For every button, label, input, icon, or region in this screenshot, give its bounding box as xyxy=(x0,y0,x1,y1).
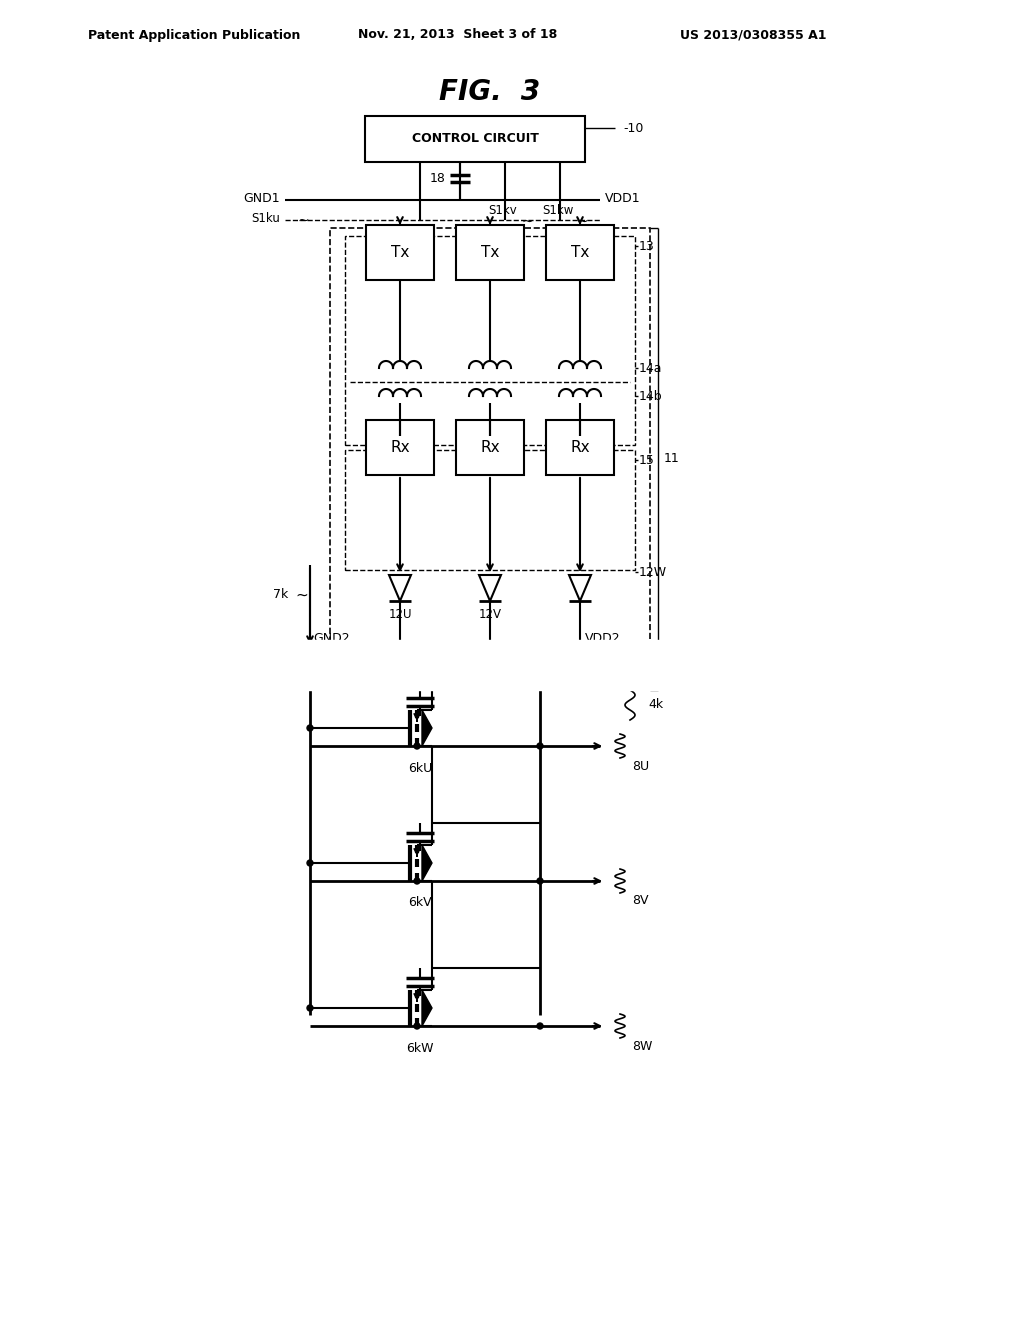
Text: 18: 18 xyxy=(430,172,446,185)
Text: ~: ~ xyxy=(577,215,588,228)
Text: 13: 13 xyxy=(639,239,654,252)
Bar xyxy=(345,236,635,445)
Text: S1kw: S1kw xyxy=(543,203,573,216)
Text: ~: ~ xyxy=(297,214,309,228)
Bar xyxy=(345,450,635,570)
Text: 12W: 12W xyxy=(639,565,667,578)
Text: 12U: 12U xyxy=(388,609,412,622)
Text: Tx: Tx xyxy=(570,246,589,260)
Text: 8V: 8V xyxy=(632,895,648,908)
Text: 19: 19 xyxy=(464,656,480,669)
Text: 14b: 14b xyxy=(639,389,663,403)
Text: Nov. 21, 2013  Sheet 3 of 18: Nov. 21, 2013 Sheet 3 of 18 xyxy=(358,29,557,41)
Text: Tx: Tx xyxy=(481,246,499,260)
Text: 6kU: 6kU xyxy=(408,762,432,775)
Text: Rx: Rx xyxy=(570,440,590,455)
Circle shape xyxy=(414,1023,420,1030)
Text: S1kv: S1kv xyxy=(488,203,517,216)
Text: Tx: Tx xyxy=(391,246,410,260)
Bar xyxy=(366,224,434,280)
Bar xyxy=(456,224,524,280)
Circle shape xyxy=(414,743,420,748)
Text: 8U: 8U xyxy=(632,759,649,772)
Text: ~: ~ xyxy=(521,215,532,228)
Text: 7k: 7k xyxy=(272,589,288,602)
Text: Rx: Rx xyxy=(480,440,500,455)
Text: 6kW: 6kW xyxy=(407,1041,434,1055)
Polygon shape xyxy=(422,990,432,1026)
Text: ~: ~ xyxy=(296,587,308,602)
Text: 19: 19 xyxy=(464,655,480,668)
Bar xyxy=(546,420,614,475)
Text: VDD2: VDD2 xyxy=(585,631,621,644)
Text: 4k: 4k xyxy=(648,698,664,711)
Text: FIG.  3: FIG. 3 xyxy=(439,78,541,106)
Bar xyxy=(366,420,434,475)
Circle shape xyxy=(307,725,313,731)
Text: VDD1: VDD1 xyxy=(605,191,641,205)
Text: US 2013/0308355 A1: US 2013/0308355 A1 xyxy=(680,29,826,41)
Circle shape xyxy=(307,861,313,866)
Circle shape xyxy=(537,743,543,748)
Text: 11: 11 xyxy=(664,453,680,466)
Text: 14a: 14a xyxy=(639,362,663,375)
Text: GND1: GND1 xyxy=(244,191,280,205)
Polygon shape xyxy=(422,710,432,746)
Text: S1ku: S1ku xyxy=(251,213,280,226)
Circle shape xyxy=(414,878,420,884)
Bar xyxy=(330,228,650,690)
Circle shape xyxy=(537,878,543,884)
Circle shape xyxy=(352,647,358,653)
Text: Rx: Rx xyxy=(390,440,410,455)
Text: 6kV: 6kV xyxy=(409,896,432,909)
Text: Patent Application Publication: Patent Application Publication xyxy=(88,29,300,41)
Bar xyxy=(365,116,585,162)
Text: 15: 15 xyxy=(639,454,655,466)
Text: 12V: 12V xyxy=(478,609,502,622)
Text: 8W: 8W xyxy=(632,1040,652,1052)
Text: -10: -10 xyxy=(623,121,643,135)
Circle shape xyxy=(537,1023,543,1030)
Bar xyxy=(0,640,1024,690)
Bar xyxy=(456,420,524,475)
Circle shape xyxy=(307,1005,313,1011)
Polygon shape xyxy=(422,845,432,880)
Text: CONTROL CIRCUIT: CONTROL CIRCUIT xyxy=(412,132,539,144)
Text: GND2: GND2 xyxy=(313,631,350,644)
Bar xyxy=(546,224,614,280)
